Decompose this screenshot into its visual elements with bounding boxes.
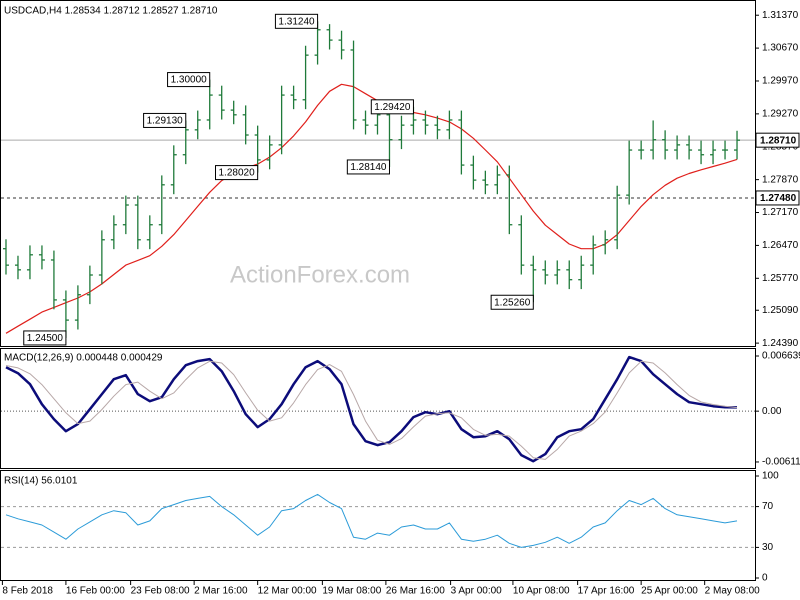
- y-tick-label: 1.29970: [762, 76, 799, 87]
- annotation-label: 1.28020: [219, 168, 256, 179]
- chart-title: USDCAD,H4 1.28534 1.28712 1.28527 1.2871…: [4, 6, 218, 17]
- annotation-box: [346, 159, 390, 175]
- annotation-box: [143, 112, 187, 128]
- y-tick-label: 1.26470: [762, 240, 799, 251]
- series-line: [5, 360, 738, 460]
- moving-average: [5, 83, 738, 334]
- x-tick-label: 8 Feb 2018: [2, 586, 53, 597]
- macd-frame: [0, 348, 756, 469]
- y-tick-label: 100: [762, 471, 779, 482]
- annotation-box: [23, 330, 67, 346]
- y-tick-label: 1.31370: [762, 10, 799, 21]
- y-tick-label: 70: [762, 501, 774, 512]
- annotation-box: [215, 165, 259, 181]
- y-tick-label: 1.25090: [762, 305, 799, 316]
- y-tick-label: 0.006639: [762, 351, 800, 362]
- x-tick-label: 16 Feb 00:00: [66, 586, 125, 597]
- y-tick-label: -0.006114: [762, 457, 800, 468]
- y-tick-label: 0: [762, 573, 768, 584]
- x-tick-label: 3 Apr 00:00: [451, 586, 503, 597]
- annotation-box: [490, 294, 534, 310]
- annotation-label: 1.30000: [171, 75, 208, 86]
- x-tick-label: 2 Mar 16:00: [194, 586, 248, 597]
- watermark: ActionForex.com: [230, 261, 410, 288]
- annotation-label: 1.24500: [27, 333, 64, 344]
- annotation-label: 1.29420: [374, 102, 411, 113]
- x-tick-label: 12 Mar 00:00: [258, 586, 317, 597]
- y-tick-label: 30: [762, 542, 774, 553]
- price-frame: [0, 0, 756, 347]
- x-tick-label: 25 Apr 00:00: [641, 586, 698, 597]
- annotation-label: 1.29130: [147, 116, 184, 127]
- y-tick-label: 1.27870: [762, 174, 799, 185]
- macd-title: MACD(12,26,9) 0.000448 0.000429: [4, 353, 163, 364]
- price-level-box: [755, 190, 800, 206]
- x-tick-label: 17 Apr 16:00: [578, 586, 635, 597]
- y-tick-label: 0.00: [762, 406, 782, 417]
- annotation-box: [370, 99, 414, 115]
- price-level-label: 1.28710: [760, 135, 797, 146]
- annotation-label: 1.28140: [350, 162, 387, 173]
- rsi-title: RSI(14) 56.0101: [4, 476, 78, 487]
- x-tick-label: 19 Mar 08:00: [322, 586, 381, 597]
- annotation-label: 1.31240: [278, 16, 315, 27]
- annotation-label: 1.25260: [494, 297, 531, 308]
- x-tick-label: 2 May 08:00: [705, 586, 760, 597]
- series-line: [5, 355, 738, 463]
- y-tick-label: 1.29270: [762, 109, 799, 120]
- price-level-label: 1.27480: [760, 193, 797, 204]
- x-tick-label: 10 Apr 08:00: [513, 586, 570, 597]
- series-line: [5, 493, 738, 548]
- price-level-box: [755, 132, 800, 148]
- x-tick-label: 23 Feb 08:00: [131, 586, 190, 597]
- rsi-frame: [0, 470, 756, 581]
- y-tick-label: 1.24390: [762, 338, 799, 349]
- annotation-box: [167, 72, 211, 88]
- y-tick-label: 1.25770: [762, 273, 799, 284]
- y-tick-label: 1.30670: [762, 43, 799, 54]
- x-tick-label: 26 Mar 16:00: [386, 586, 445, 597]
- annotation-box: [274, 13, 319, 29]
- y-tick-label: 1.27170: [762, 207, 799, 218]
